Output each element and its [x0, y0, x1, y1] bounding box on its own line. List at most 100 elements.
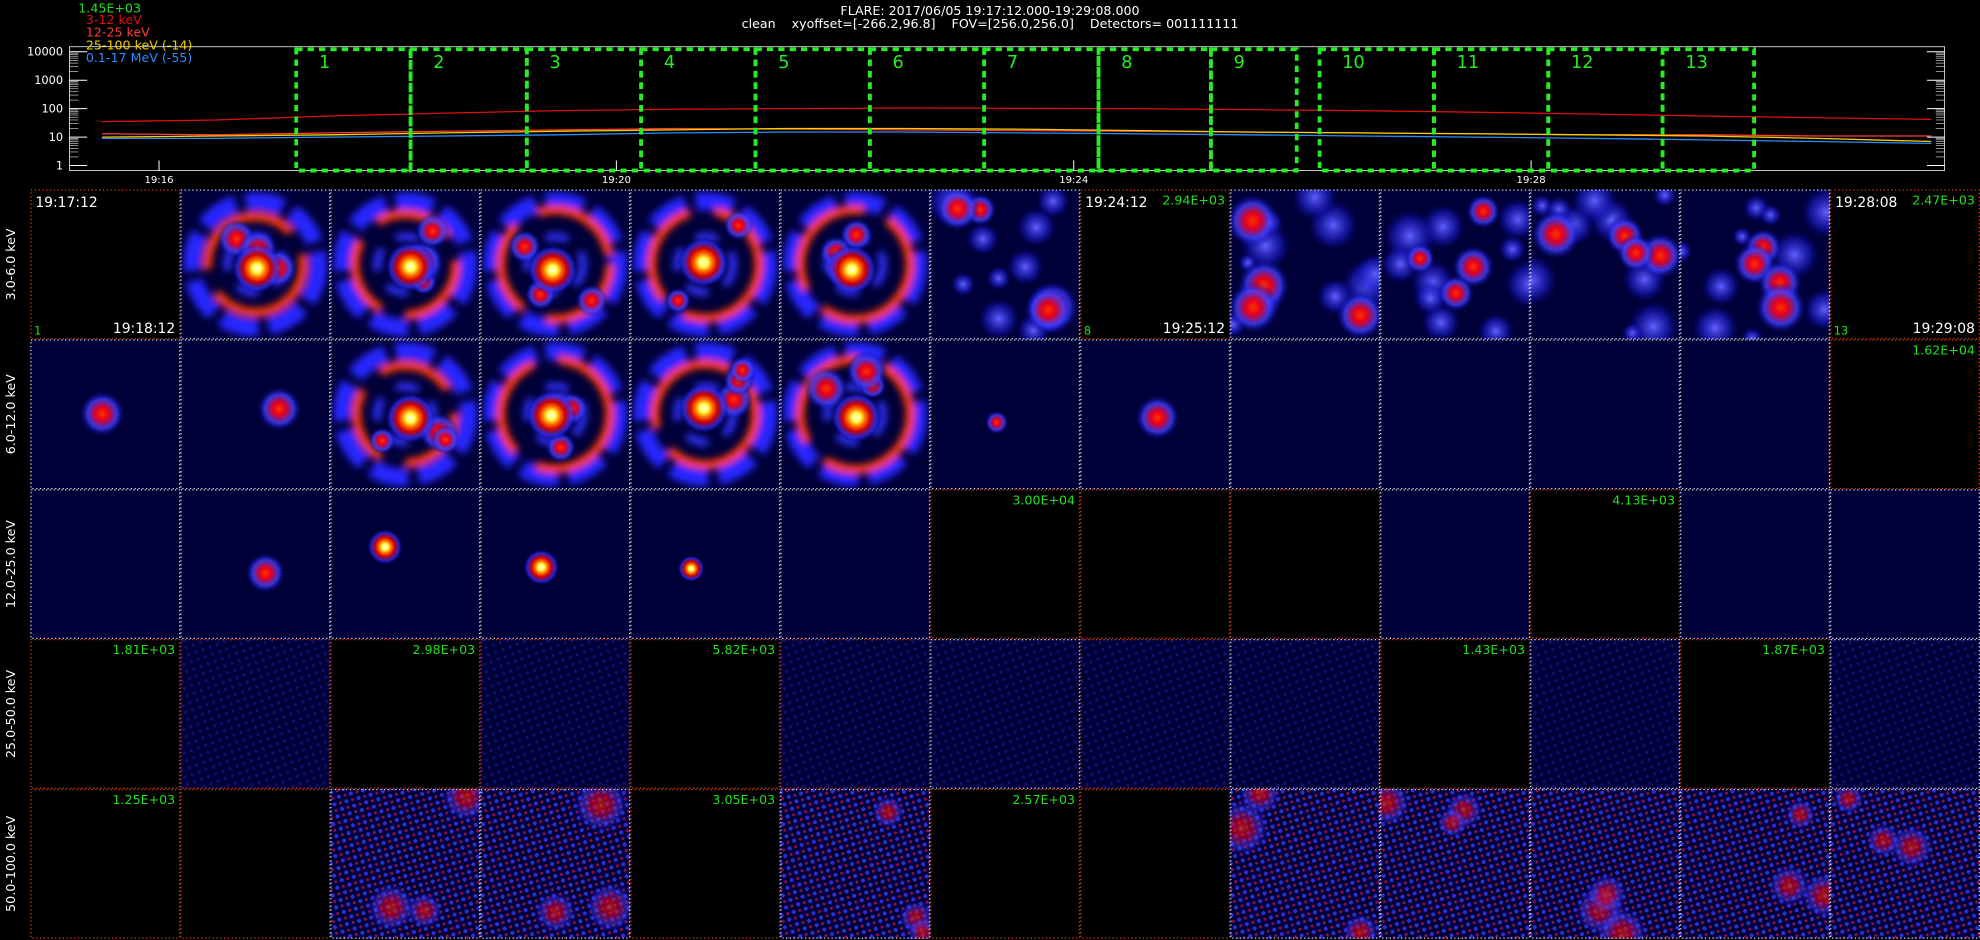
panel-border: [480, 339, 631, 490]
blob: [1595, 906, 1649, 939]
blob: [583, 881, 631, 934]
legend-entry: 12-25 keV: [86, 25, 150, 40]
panel-border: [630, 189, 781, 340]
image-panel: [630, 489, 781, 640]
panel-border: [30, 639, 181, 789]
image-panel: [1530, 339, 1681, 490]
panel-background: [1830, 489, 1980, 640]
panel-background: [30, 489, 181, 640]
panel-border: [180, 639, 331, 789]
panel-border: [480, 189, 631, 340]
panel-border: [630, 489, 781, 640]
image-panel: [480, 489, 631, 640]
panel-border: [1080, 189, 1231, 340]
panel-border: [1830, 639, 1980, 789]
blob: [1758, 203, 1782, 227]
image-panel: [630, 339, 781, 490]
blob: [1680, 239, 1693, 264]
end-time: 19:18:12: [113, 321, 175, 337]
blob: [977, 297, 1021, 340]
ring: [647, 206, 764, 323]
blob: [1530, 253, 1559, 308]
interval-box: [294, 47, 413, 173]
blob: [723, 210, 754, 241]
blob: [1237, 788, 1283, 816]
panel-border: [1230, 639, 1381, 789]
image-panel: [1830, 639, 1980, 789]
ring-outer: [483, 342, 628, 487]
image-panel: [1230, 339, 1381, 490]
fringes: [1230, 639, 1381, 789]
blob: [728, 356, 757, 385]
blob: [1024, 285, 1073, 335]
max-label: 1.62E+04: [1912, 343, 1975, 358]
image-panel: [480, 189, 631, 340]
panel-background: [1530, 339, 1681, 490]
blob: [906, 915, 931, 939]
blob: [368, 426, 396, 455]
ring: [496, 205, 615, 324]
panel-border: [1530, 788, 1681, 939]
blob: [950, 271, 976, 297]
panel-border: [30, 788, 181, 939]
image-panel: [330, 489, 481, 640]
interval-label: 11: [1457, 53, 1479, 73]
blob: [440, 788, 481, 823]
max-annotation: 1.45E+03: [78, 1, 141, 16]
panel-border: [1230, 788, 1381, 939]
fringes: [1830, 639, 1980, 789]
energy-label: 50.0-100.0 keV: [3, 815, 18, 911]
ring: [350, 209, 461, 320]
blob: [1767, 864, 1811, 908]
panel-border: [930, 189, 1081, 340]
source: [984, 410, 1009, 435]
panel-border: [330, 189, 481, 340]
image-panel: [1380, 788, 1531, 939]
max-label: 5.82E+03: [712, 642, 775, 657]
blob: [1496, 197, 1531, 241]
panel-border: [1230, 189, 1381, 340]
image-panel: [1680, 189, 1831, 340]
panel-border: [180, 189, 331, 340]
interval-label: 10: [1342, 53, 1364, 73]
max-label: 1.43E+03: [1462, 642, 1525, 657]
panel-border: [630, 339, 781, 490]
ring-outer: [333, 192, 478, 337]
image-panel: [1080, 639, 1231, 789]
y-tick-label: 10000: [27, 45, 63, 59]
interval-label: 7: [1007, 53, 1018, 73]
panel-background: [1680, 489, 1831, 640]
energy-label: 12.0-25.0 keV: [3, 520, 18, 608]
fringes: [930, 639, 1081, 789]
panel-border: [1830, 788, 1980, 939]
panel-border: [30, 189, 181, 340]
interval-index: 13: [1834, 323, 1848, 337]
image-panel: [1680, 788, 1831, 939]
panel-border: [780, 489, 931, 640]
ring-outer: [633, 342, 778, 487]
panel-border: [1830, 489, 1980, 640]
source: [1135, 395, 1180, 440]
blob: [1585, 872, 1628, 915]
panel-border: [780, 189, 931, 340]
panel-border: [1830, 189, 1980, 340]
blob: [1784, 798, 1817, 831]
image-panel: [480, 788, 631, 939]
interval-label: 1: [319, 53, 330, 73]
blob: [1570, 189, 1619, 225]
image-panel: [780, 639, 931, 789]
panel-background: [930, 339, 1081, 490]
fringes: [1080, 639, 1231, 789]
image-panel: [1380, 489, 1531, 640]
series-line: [101, 127, 1932, 143]
blob: [1230, 281, 1279, 334]
interval-index: 1: [34, 323, 41, 337]
image-panel: [1530, 189, 1681, 340]
interval-label: 5: [778, 53, 789, 73]
blob: [1802, 287, 1831, 332]
max-label: 1.25E+03: [113, 792, 176, 807]
blob: [935, 189, 980, 231]
image-panel: [1530, 788, 1681, 939]
